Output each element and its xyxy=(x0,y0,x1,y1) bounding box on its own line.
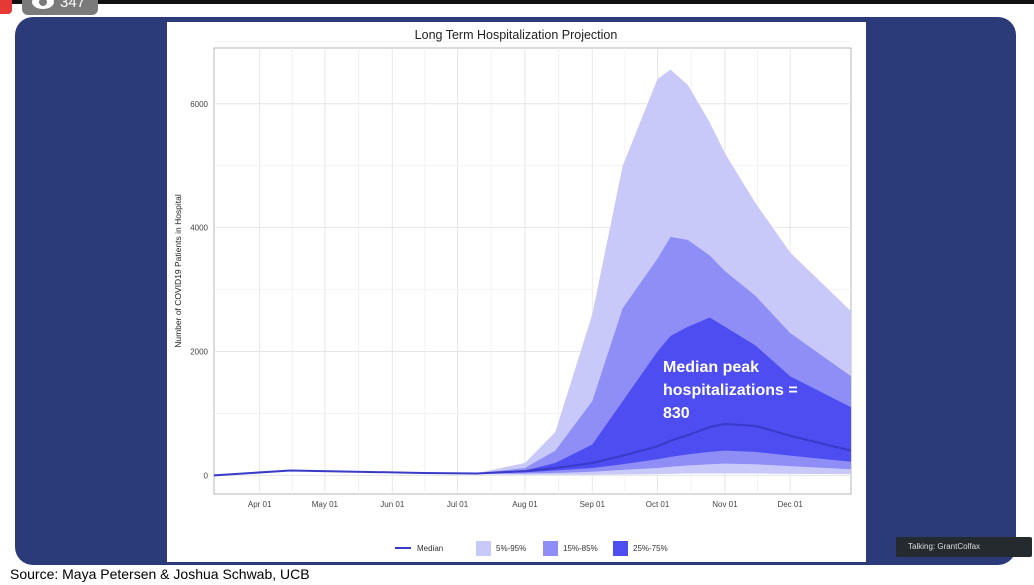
chart-title: Long Term Hospitalization Projection xyxy=(415,28,618,42)
annotation-text: hospitalizations = xyxy=(663,382,798,399)
annotation-text: Median peak xyxy=(663,359,759,376)
median-line xyxy=(213,422,852,477)
eye-icon xyxy=(32,0,54,9)
chart: 0 2000 4000 6000 Apr 01 May 01 Jun 01 Jul 01 Aug… xyxy=(173,28,852,556)
x-tick-label: Aug 01 xyxy=(512,500,538,509)
band-25%-75% xyxy=(214,317,851,476)
legend-label: Median xyxy=(417,544,443,553)
legend-label: 15%-85% xyxy=(563,544,598,553)
x-tick-label: Apr 01 xyxy=(248,500,272,509)
y-tick-label: 6000 xyxy=(190,100,208,109)
x-tick-label: Sep 01 xyxy=(580,500,606,509)
chart-panel: 0 2000 4000 6000 Apr 01 May 01 Jun 01 Jul 01 Aug… xyxy=(167,22,866,562)
legend-label: 25%-75% xyxy=(633,544,668,553)
y-tick-label: 4000 xyxy=(190,224,208,233)
legend-label: 5%-95% xyxy=(496,544,526,553)
x-tick-label: Nov 01 xyxy=(712,500,738,509)
annotation-text: 830 xyxy=(663,405,690,422)
legend-swatch xyxy=(476,541,491,556)
x-tick-label: Dec 01 xyxy=(777,500,803,509)
y-axis-label: Number of COVID19 Patients in Hospital xyxy=(173,194,183,348)
source-caption: Source: Maya Petersen & Joshua Schwab, U… xyxy=(10,566,310,582)
legend-swatch xyxy=(543,541,558,556)
top-bar xyxy=(0,0,1034,4)
talking-indicator: Talking: GrantColfax xyxy=(896,537,1032,557)
x-tick-label: Jun 01 xyxy=(380,500,405,509)
legend-swatch xyxy=(613,541,628,556)
record-indicator xyxy=(0,0,12,14)
x-tick-label: May 01 xyxy=(312,500,339,509)
x-tick-label: Oct 01 xyxy=(646,500,670,509)
x-tick-label: Jul 01 xyxy=(447,500,469,509)
y-tick-label: 2000 xyxy=(190,348,208,357)
viewer-count-badge: 347 xyxy=(22,0,98,15)
viewer-count: 347 xyxy=(60,0,86,11)
y-tick-label: 0 xyxy=(204,471,209,480)
